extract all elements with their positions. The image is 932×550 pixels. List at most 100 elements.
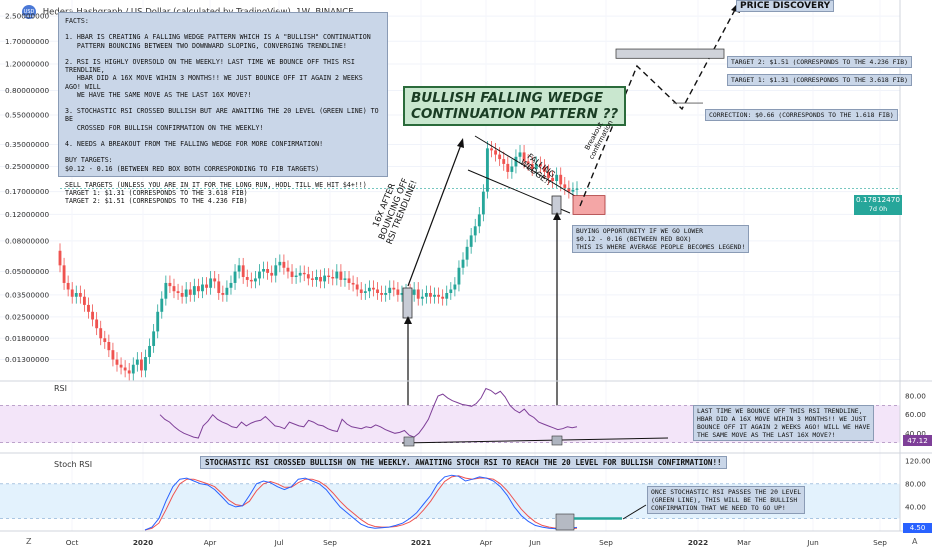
stoch-tick-label: 80.00 (905, 479, 926, 488)
rsi-value: 47.12 (907, 436, 928, 445)
candle-body (180, 293, 184, 297)
candle-body (294, 275, 298, 278)
candle-body (160, 298, 164, 312)
candle-body (78, 293, 82, 297)
rsi-line (159, 387, 578, 439)
price-discovery-label[interactable]: PRICE DISCOVERY (736, 0, 835, 12)
pattern-title-note[interactable]: BULLISH FALLING WEDGE CONTINUATION PATTE… (403, 86, 627, 126)
candle-body (274, 265, 278, 276)
candle-body (347, 278, 351, 283)
candle-body (62, 265, 66, 283)
candle-body (384, 293, 388, 295)
candle-body (534, 163, 538, 170)
candle-body (571, 189, 575, 192)
candle-body (253, 278, 257, 282)
candle-body (486, 148, 489, 192)
candlestick-series (58, 140, 579, 381)
price-tick-label: 0.55000000 (5, 110, 49, 119)
correction-label[interactable]: CORRECTION: $0.66 (CORRESPONDS TO THE 1.… (705, 109, 898, 121)
time-tick-label: Sep (323, 538, 337, 547)
time-tick-label: Apr (480, 538, 493, 547)
wedge-upper-line (474, 135, 576, 197)
currency-badge[interactable]: USD (22, 5, 36, 19)
price-tick-label: 0.80000000 (5, 86, 49, 95)
candle-body (139, 359, 143, 371)
target1-label[interactable]: TARGET 1: $1.31 (CORRESPONDS TO THE 3.61… (727, 74, 912, 86)
candle-body (530, 163, 534, 170)
candle-body (87, 304, 90, 312)
candle-body (473, 226, 477, 236)
price-tick-label: 0.05000000 (5, 267, 49, 276)
candle-body (380, 293, 384, 295)
stoch-tick-label: 40.00 (905, 502, 926, 511)
candle-body (164, 282, 168, 299)
candle-body (555, 174, 559, 182)
price-tick-label: 1.70000000 (5, 37, 49, 46)
candle-body (563, 184, 567, 188)
candle-body (481, 191, 485, 215)
candle-body (355, 284, 359, 290)
candle-body (241, 265, 245, 278)
candle-body (372, 287, 375, 290)
price-tick-label: 2.50000000 (5, 12, 49, 21)
candle-body (249, 279, 253, 282)
candle-body (543, 166, 546, 172)
candle-body (262, 268, 265, 272)
stoch-banner[interactable]: STOCHASTIC RSI CROSSED BULLISH ON THE WE… (200, 456, 727, 469)
candle-body (547, 171, 550, 178)
candle-body (111, 350, 115, 360)
candle-body (156, 311, 160, 332)
candle-body (168, 282, 172, 287)
stoch-label: Stoch RSI (54, 460, 93, 469)
time-tick-label: 2021 (411, 538, 431, 547)
candle-body (367, 287, 371, 292)
candle-body (327, 275, 331, 278)
buy-zone-box (572, 195, 606, 215)
candle-body (127, 370, 131, 374)
candle-body (445, 293, 449, 299)
stoch-tick-label: 120.00 (905, 456, 931, 465)
candle-body (286, 267, 290, 272)
candle-body (131, 364, 135, 374)
stoch-note[interactable]: ONCE STOCHASTIC RSI PASSES THE 20 LEVEL … (647, 486, 806, 514)
price-tick-label: 0.08000000 (5, 236, 49, 245)
price-tick-label: 0.02500000 (5, 312, 49, 321)
candle-body (278, 261, 282, 266)
candle-body (237, 265, 241, 272)
stoch-note-arrow (622, 504, 647, 520)
candle-body (494, 150, 498, 155)
candle-body (323, 275, 327, 282)
buying-opportunity-label[interactable]: BUYING OPPORTUNITY IF WE GO LOWER $0.12 … (572, 225, 750, 253)
auto-scale-button[interactable]: A (912, 537, 918, 546)
candle-body (233, 271, 237, 283)
stoch-value-badge: 4.50 (903, 523, 932, 533)
target-zone-box (615, 48, 725, 59)
candle-body (225, 287, 229, 295)
candle-body (510, 166, 514, 172)
log-scale-button[interactable]: Z (26, 537, 32, 546)
candle-body (498, 154, 502, 160)
candle-body (144, 357, 147, 371)
candle-body (205, 284, 208, 288)
candle-body (315, 277, 318, 280)
facts-note[interactable]: FACTS: 1. HBAR IS CREATING A FALLING WED… (58, 12, 388, 205)
time-tick-label: Mar (737, 538, 751, 547)
candle-body (453, 284, 457, 290)
target2-label[interactable]: TARGET 2: $1.51 (CORRESPONDS TO THE 4.23… (727, 56, 912, 68)
candle-body (209, 278, 213, 288)
candle-body (412, 289, 416, 295)
candle-body (514, 156, 518, 167)
rsi-tick-label: 40.00 (905, 429, 926, 438)
candle-body (575, 188, 579, 190)
candle-body (457, 267, 461, 285)
candle-body (551, 177, 554, 182)
candle-body (152, 331, 156, 346)
candle-body (217, 281, 221, 294)
candle-body (229, 282, 233, 288)
candle-body (282, 261, 286, 268)
price-tick-label: 0.35000000 (5, 140, 49, 149)
price-tick-label: 0.03500000 (5, 290, 49, 299)
last-price-value: 0.17812470 (855, 195, 901, 204)
rsi-note[interactable]: LAST TIME WE BOUNCE OFF THIS RSI TRENDLI… (693, 405, 875, 441)
